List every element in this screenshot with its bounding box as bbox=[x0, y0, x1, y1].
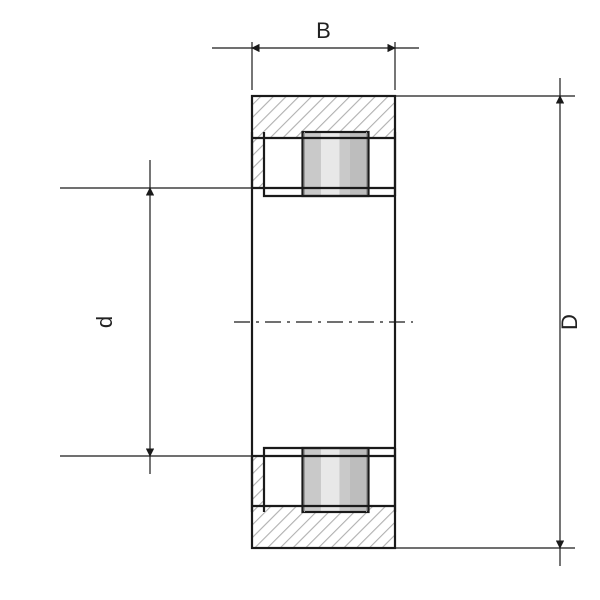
dim-label-d: d bbox=[92, 316, 117, 328]
dim-label-D: D bbox=[557, 314, 582, 330]
dim-label-B: B bbox=[316, 18, 331, 43]
